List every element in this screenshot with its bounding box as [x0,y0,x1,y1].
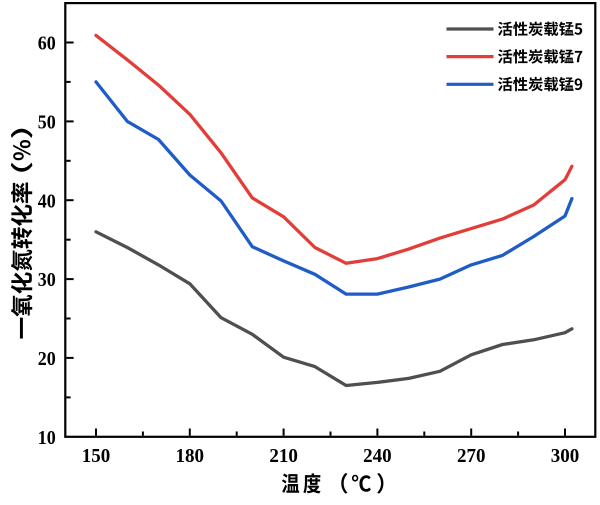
svg-text:20: 20 [38,348,56,370]
svg-text:240: 240 [363,445,392,467]
svg-text:300: 300 [551,445,580,467]
svg-text:270: 270 [457,445,486,467]
svg-text:10: 10 [38,427,56,449]
svg-text:30: 30 [38,269,56,291]
svg-text:40: 40 [38,190,56,212]
svg-text:50: 50 [38,112,56,134]
svg-text:150: 150 [82,445,111,467]
svg-text:210: 210 [269,445,298,467]
svg-text:180: 180 [176,445,205,467]
svg-text:60: 60 [38,33,56,55]
